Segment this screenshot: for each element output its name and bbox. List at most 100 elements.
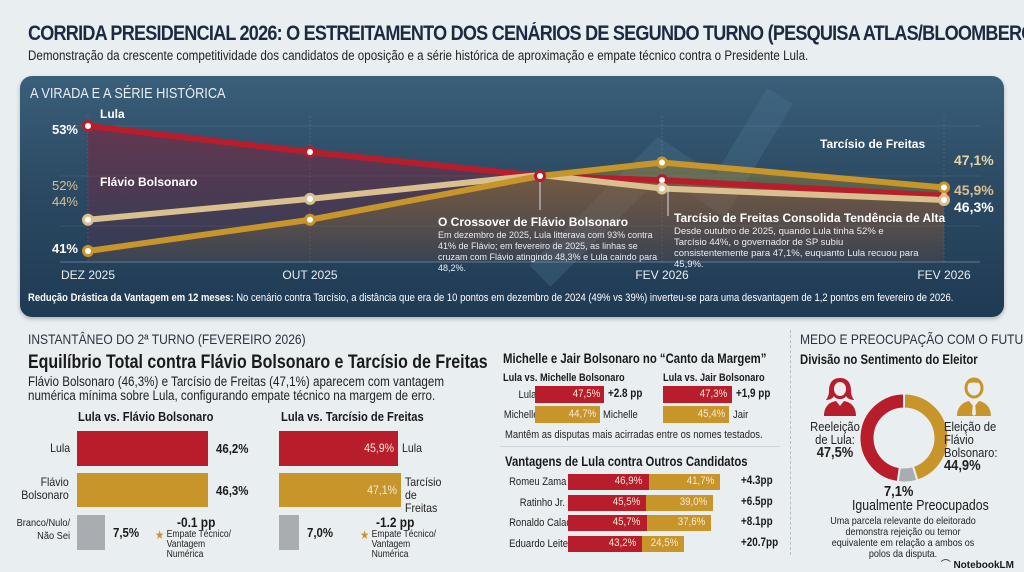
- margin-note: Mantêm as disputas mais acirradas entre …: [505, 429, 763, 441]
- vs-flavio-label-flavio: Flávio Bolsonaro: [21, 475, 69, 502]
- others-row-opp-value: 37,6%: [677, 516, 706, 528]
- page-subtitle: Demonstração da crescente competitividad…: [28, 48, 809, 63]
- section-divider: [500, 446, 780, 447]
- vs-flavio-bar-neutral: [77, 515, 105, 550]
- fear-neutral-label: Igualmente Preocupados: [852, 497, 989, 514]
- others-row-name: Romeu Zama: [509, 476, 567, 488]
- vs-tarcisio-title: Lula vs. Tarcísio de Freitas: [281, 409, 424, 424]
- x-tick-label: OUT 2025: [282, 268, 337, 282]
- series-label-tarcisio: Tarcísio de Freitas: [820, 137, 925, 151]
- vs-flavio-value-flavio: 46,3%: [216, 483, 249, 498]
- annotation-text-crossover: Em dezembro de 2025, Lula litterava com …: [438, 230, 653, 240]
- others-row-lula-bar: 46,9%: [568, 474, 649, 490]
- fear-neutral-value: 7,1%: [884, 483, 914, 500]
- annotation-text-tarcisio: Tarcísio 44%, o governador de SP subiu: [674, 237, 843, 248]
- data-point-center: [659, 177, 665, 184]
- data-point-center: [941, 196, 947, 203]
- vs-flavio-note-text: Empate Técnico/ Vantagem Numérica: [166, 529, 232, 560]
- chart-title: A VIRADA E A SÉRIE HISTÓRICA: [30, 85, 226, 102]
- michelle-opp-right-label: Michelle: [602, 409, 638, 421]
- vs-flavio-bar-flavio: [77, 473, 209, 507]
- x-tick-label: FEV 2026: [917, 268, 971, 282]
- chart-footnote: Redução Drástica da Vantagem em 12 meses…: [28, 292, 953, 304]
- fear-flavio-value: 44,9%: [944, 457, 981, 474]
- snapshot-heading: Equilíbrio Total contra Flávio Bolsonaro…: [28, 352, 488, 373]
- y-label: 52%: [52, 178, 78, 193]
- donut-separator: [911, 465, 919, 482]
- others-row-lula-value: 45,5%: [612, 495, 641, 508]
- jair-lula-bar: 47,3%: [663, 386, 732, 403]
- data-point-center: [659, 159, 665, 166]
- others-row-name: Ratinho Jr.: [519, 496, 565, 509]
- fear-donut-chart: [860, 393, 948, 483]
- vs-flavio-note: ★ Empate Técnico/ Vantagem Numérica: [155, 529, 244, 560]
- vs-tarcisio-bar-lula: 45,9%: [279, 431, 399, 466]
- others-row-opp-bar: 37,6%: [646, 515, 712, 531]
- series-area-tarc-sio-de-freitas: [88, 162, 944, 262]
- historical-chart-panel: Lula Flávio Bolsonaro Tarcísio de Freitas 5…: [20, 76, 1004, 317]
- vs-flavio-value-neutral: 7,5%: [113, 525, 140, 540]
- others-row-opp-bar: 41,7%: [648, 474, 721, 490]
- donut-slice-lula: [860, 394, 905, 482]
- michelle-opp-value: 44,7%: [568, 408, 596, 420]
- notebooklm-logo-icon: ⌒: [940, 560, 951, 571]
- others-row-diff: +4.3pp: [741, 475, 773, 487]
- footnote-text: No cenário contra Tarcísio, a distância …: [233, 292, 954, 304]
- x-tick-label: DEZ 2025: [61, 268, 115, 282]
- michelle-lula-label: Lula: [518, 389, 537, 401]
- annotation-text-crossover: 41% de Flávio; em fevereiro de 2025, as …: [438, 241, 638, 251]
- annotation-text-crossover: cruzam com Flávio atingindo 48,3% e Lula…: [438, 252, 657, 262]
- annotation-title-tarcisio: Tarcísio de Freitas Consolida Tendência …: [674, 211, 946, 225]
- vs-tarcisio-note: ★ Empate Técnico/ Vantagem Numérica: [360, 528, 449, 560]
- annotation-text-tarcisio: Desde outubro de 2025, quando Lula tinha…: [674, 226, 884, 237]
- vs-tarcisio-bar-tarcisio: 47,1%: [279, 473, 402, 507]
- others-row-name: Ronaldo Calado: [509, 517, 577, 529]
- woman-person-icon: [824, 378, 856, 416]
- snapshot-caption: INSTANTÂNEO DO 2ª TURNO (FEVEREIRO 2026): [28, 331, 306, 347]
- data-point-center: [85, 216, 91, 223]
- data-point-center: [307, 195, 313, 202]
- others-row-lula-bar: 43,2%: [568, 535, 643, 552]
- others-row-opp-bar: 24,5%: [642, 535, 685, 552]
- vs-flavio-title: Lula vs. Flávio Bolsonaro: [78, 409, 214, 424]
- jair-opp-value: 45,4%: [697, 408, 725, 420]
- others-row-lula-value: 43,2%: [608, 536, 637, 549]
- vs-tarcisio-label-tarcisio: Tarcísio de Freitas: [405, 475, 442, 515]
- others-row-opp-bar: 39,0%: [646, 494, 714, 511]
- fear-flavio-label: Eleição de Flávio Bolsonaro:: [944, 419, 998, 460]
- data-point-center: [537, 173, 543, 179]
- vs-tarcisio-value-lula: 45,9%: [364, 441, 395, 455]
- fear-lula: Reeleição de Lula: 47,5%: [810, 420, 860, 460]
- series-label-lula: Lula: [100, 107, 125, 121]
- others-row-opp-value: 24,5%: [650, 536, 679, 549]
- jair-title: Lula vs. Jair Bolsonaro: [663, 372, 765, 384]
- x-tick-label: FEV 2026: [635, 268, 689, 282]
- donut-slice-flavio: [903, 394, 948, 480]
- data-point-center: [307, 149, 313, 156]
- end-label-flavio: 45,9%: [954, 182, 994, 198]
- vs-tarcisio-bar-neutral: [279, 515, 299, 550]
- others-row-opp-value: 39,0%: [679, 495, 708, 508]
- annotation-title-crossover: O Crossover de Flávio Bolsonaro: [438, 215, 628, 229]
- star-icon: ★: [360, 528, 370, 542]
- others-row-name: Eduardo Leite: [509, 537, 569, 550]
- data-point-center: [85, 248, 91, 254]
- end-label-tarcisio: 47,1%: [954, 152, 994, 168]
- y-label: 44%: [52, 194, 78, 209]
- others-row-diff: +20.7pp: [741, 536, 779, 549]
- end-label-lula: 46,3%: [954, 199, 994, 215]
- others-row-diff: +6.5pp: [741, 495, 773, 508]
- others-heading: Vantagens de Lula contra Outros Candidat…: [505, 454, 748, 469]
- brand-label: NotebookLM: [953, 560, 1014, 571]
- others-row-lula-value: 46,9%: [615, 475, 643, 487]
- annotation-text-crossover: 48,2%.: [438, 263, 466, 273]
- donut-slice-neutral: [897, 466, 918, 482]
- jair-opp-bar: 45,4%: [663, 406, 729, 423]
- michelle-lula-bar: 47,5%: [535, 386, 604, 403]
- michelle-title: Lula vs. Michelle Bolsonaro: [503, 372, 625, 384]
- vs-flavio-value-lula: 46,2%: [215, 441, 249, 456]
- y-label: 53%: [52, 122, 78, 137]
- vs-tarcisio-diff: -1.2 pp: [376, 514, 415, 530]
- series-label-flavio: Flávio Bolsonaro: [100, 175, 197, 189]
- others-row-diff: +8.1pp: [741, 516, 773, 528]
